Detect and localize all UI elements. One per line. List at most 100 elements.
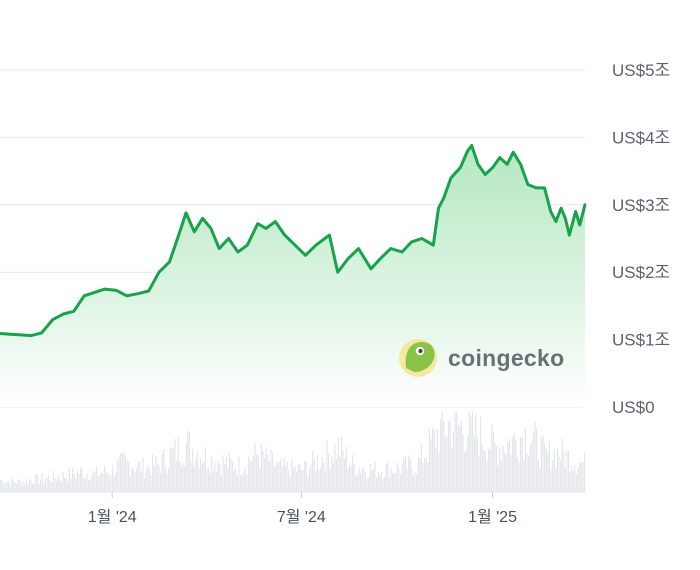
volume-bar [265,447,267,492]
y-tick-label: US$2조 [612,263,670,282]
volume-bar [545,447,547,492]
volume-bar [550,470,552,492]
volume-bar [195,458,197,492]
volume-bar [427,461,429,492]
volume-bar [380,471,382,492]
volume-bar [467,436,469,492]
volume-bar [272,453,274,492]
volume-bar [331,455,333,492]
volume-bar [470,417,472,492]
volume-bar [484,451,486,492]
gecko-icon [405,342,435,372]
volume-bar [88,480,90,492]
volume-bar [128,461,130,492]
volume-bar [476,437,478,492]
volume-bar [558,456,560,492]
y-tick-label: US$3조 [612,196,670,215]
volume-bar [211,455,213,492]
volume-bar [451,447,453,492]
volume-bar [403,457,405,492]
volume-bar [273,466,275,492]
volume-bar [416,473,418,492]
volume-bar [184,465,186,492]
volume-bar [139,461,141,492]
volume-bar [136,468,138,492]
volume-bar [515,439,517,492]
volume-bar [552,460,554,492]
volume-bar [123,452,125,492]
volume-bar [131,468,133,492]
volume-bar [414,471,416,492]
volume-bar [4,483,6,492]
volume-bar [252,455,254,492]
volume-bar [352,454,354,492]
volume-bar [225,456,227,492]
volume-bar [216,471,218,492]
volume-bar [166,472,168,492]
volume-bar [387,461,389,492]
volume-bar [577,468,579,492]
y-tick-label: US$1조 [612,331,670,350]
volume-bar [361,469,363,492]
volume-bar [38,483,40,492]
volume-bar [488,448,490,492]
volume-bar [513,432,515,492]
volume-bar [521,437,523,492]
volume-bar [313,458,315,492]
volume-bar [366,478,368,492]
volume-bar [276,461,278,492]
volume-bar [489,449,491,492]
volume-bar [142,457,144,492]
volume-bar [192,448,194,492]
volume-bar [6,481,8,492]
volume-bar [27,484,29,492]
x-axis: 1월 '24 7월 '24 1월 '25 [0,491,585,526]
market-cap-line[interactable] [0,144,587,338]
volume-bar [244,467,246,492]
volume-bar [571,466,573,492]
price-line-layer[interactable] [0,144,587,338]
volume-bar [539,468,541,492]
volume-bar [300,469,302,492]
volume-bar [67,481,69,492]
volume-bar [129,475,131,492]
volume-bar [144,478,146,492]
volume-bar [16,483,18,492]
volume-bar [576,473,578,492]
x-tick-label: 1월 '25 [468,508,517,526]
volume-bar [443,422,445,492]
volume-bar [468,412,470,492]
volume-bar [260,443,262,492]
volume-bar [291,459,293,492]
volume-bar [497,465,499,492]
volume-bar [419,457,421,492]
volume-bar [462,434,464,492]
volume-bar [105,472,107,492]
volume-bar [321,456,323,492]
volume-bar [54,478,56,492]
volume-bar [344,458,346,492]
volume-bar [347,468,349,492]
volume-bar [81,469,83,492]
volume-bar [49,480,51,492]
volume-bar [480,416,482,492]
volume-bar [150,475,152,492]
volume-bar [59,478,61,492]
volume-bar [164,466,166,492]
volume-bar [240,475,242,492]
volume-bar [147,465,149,492]
volume-bar [70,478,72,492]
volume-bar [102,473,104,492]
volume-bar [465,449,467,492]
volume-bar [94,471,96,492]
volume-bar [19,480,21,492]
volume-bar [500,460,502,492]
volume-bar [235,468,237,492]
volume-bar [526,453,528,492]
volume-bar [494,441,496,492]
volume-bar [209,473,211,492]
volume-bar [310,465,312,492]
volume-bar [424,458,426,492]
volume-bar [553,449,555,492]
